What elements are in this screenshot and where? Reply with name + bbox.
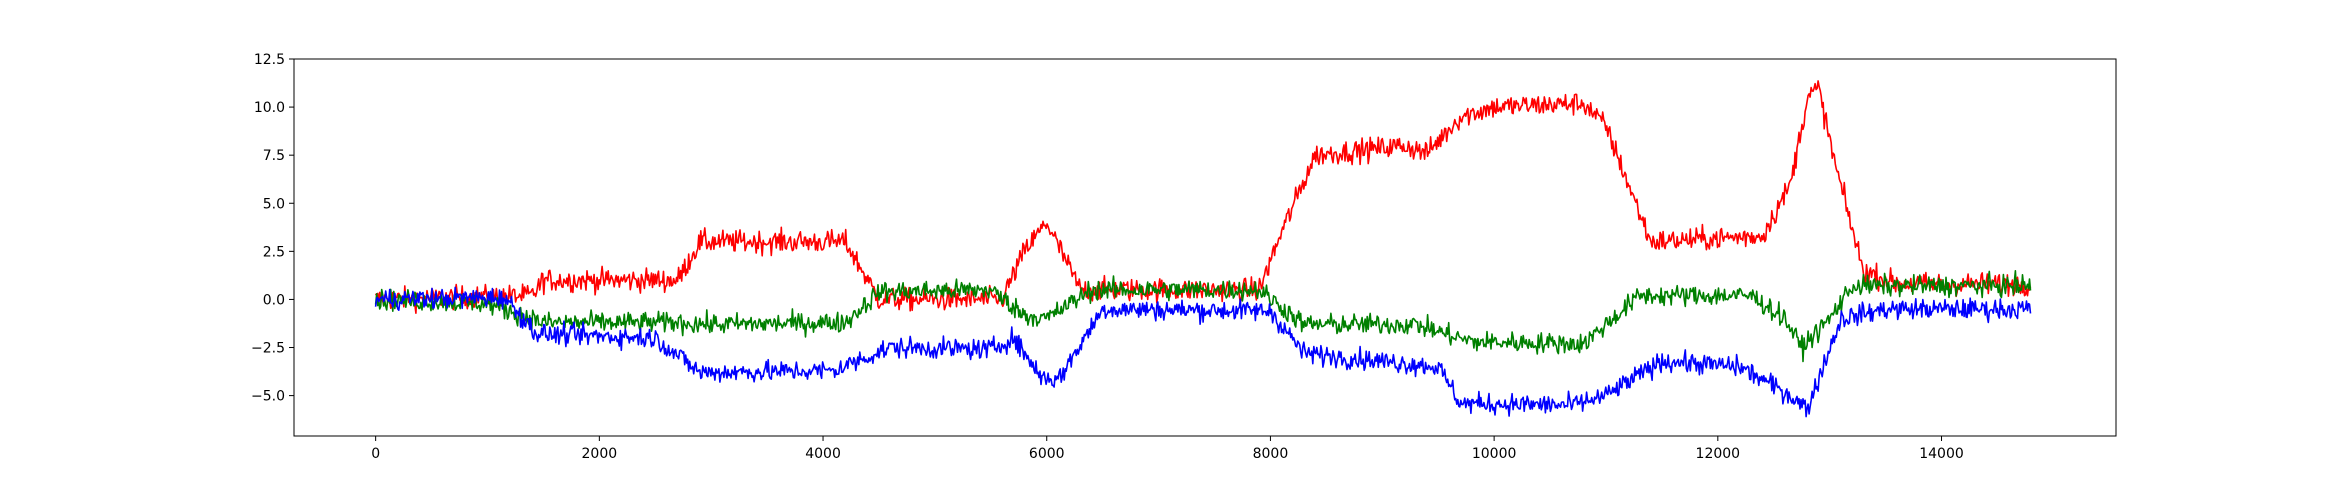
ticks-layer: 0 2000 4000 6000 8000 10000 12000 14000 −5.0 −2.5… (251, 52, 1964, 462)
x-tick-label: 14000 (1919, 446, 1964, 462)
x-tick-label: 6000 (1029, 446, 1065, 462)
x-tick-label: 10000 (1472, 446, 1517, 462)
y-tick-label: 7.5 (263, 148, 285, 164)
y-tick-label: 5.0 (263, 196, 285, 212)
series-line-1 (374, 80, 2032, 314)
x-tick-label: 2000 (582, 446, 618, 462)
series-line-3 (374, 286, 2032, 418)
x-tick-label: 12000 (1696, 446, 1741, 462)
y-tick-label: 0.0 (263, 292, 285, 308)
axes-frame (293, 58, 2117, 437)
y-tick-label: 2.5 (263, 244, 285, 260)
x-tick-label: 8000 (1253, 446, 1289, 462)
y-tick-label: −2.5 (251, 341, 285, 357)
x-tick-label: 0 (371, 446, 380, 462)
y-tick-label: −5.0 (251, 389, 285, 405)
series-layer (374, 80, 2032, 418)
y-tick-label: 12.5 (254, 52, 285, 68)
x-tick-label: 4000 (805, 446, 841, 462)
y-tick-label: 10.0 (254, 100, 285, 116)
series-line-2 (374, 270, 2032, 363)
